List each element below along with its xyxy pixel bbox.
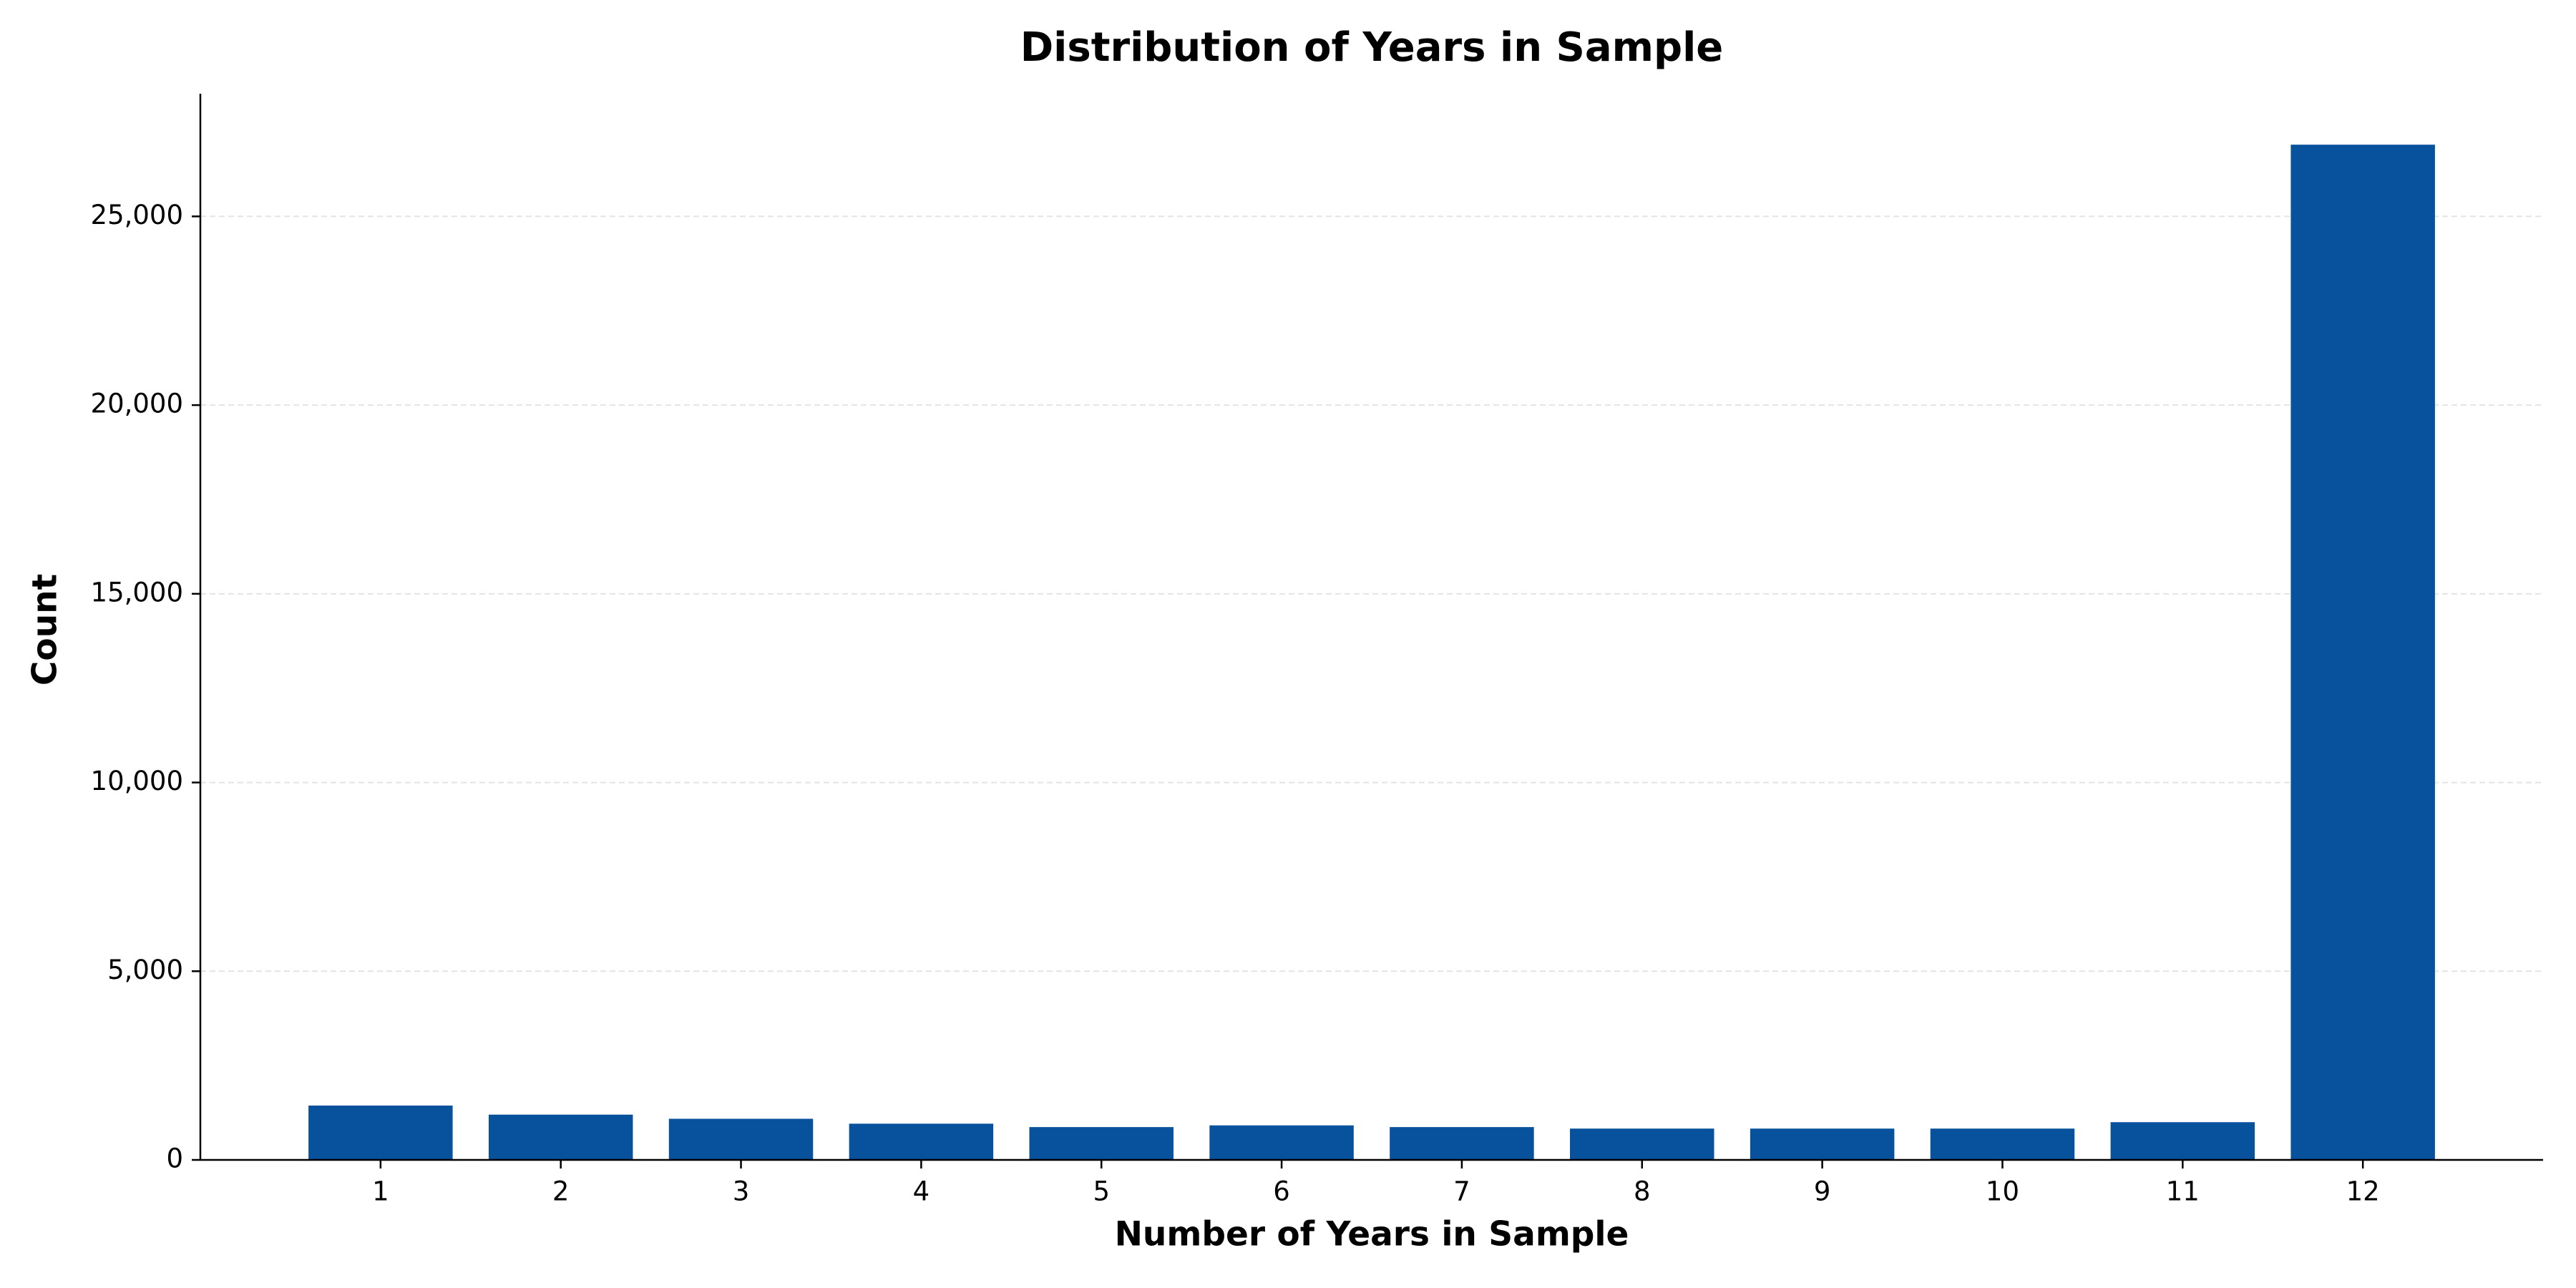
bar [1209,1125,1354,1160]
bar [1750,1128,1895,1160]
x-tick-label: 5 [1093,1176,1110,1207]
x-tick-label: 8 [1634,1176,1651,1207]
x-tick-label: 11 [2166,1176,2200,1207]
x-tick-label: 10 [1986,1176,2019,1207]
x-tick-label: 2 [552,1176,570,1207]
x-tick-label: 7 [1453,1176,1470,1207]
x-tick-label: 1 [372,1176,389,1207]
y-tick-label: 0 [166,1143,183,1174]
y-tick-label: 5,000 [107,955,183,985]
bar [1570,1128,1714,1160]
x-tick-label: 6 [1273,1176,1290,1207]
bar [2110,1122,2255,1160]
y-tick-label: 25,000 [91,200,183,230]
chart-title: Distribution of Years in Sample [1020,24,1724,71]
x-tick-label: 3 [733,1176,750,1207]
x-axis-label: Number of Years in Sample [1115,1215,1629,1254]
bar [849,1123,994,1160]
bar [2290,145,2435,1161]
bar [668,1118,814,1160]
bar [308,1106,453,1160]
x-tick-label: 9 [1814,1176,1831,1207]
x-tick-label: 4 [913,1176,930,1207]
x-tick-label: 12 [2346,1176,2380,1207]
y-tick-label: 15,000 [91,577,183,608]
y-tick-label: 20,000 [91,389,183,419]
bar [488,1114,633,1160]
y-tick-label: 10,000 [91,766,183,796]
bar [1930,1128,2075,1160]
bar [1029,1127,1174,1160]
y-axis-label: Count [26,574,65,686]
bar [1390,1127,1534,1160]
